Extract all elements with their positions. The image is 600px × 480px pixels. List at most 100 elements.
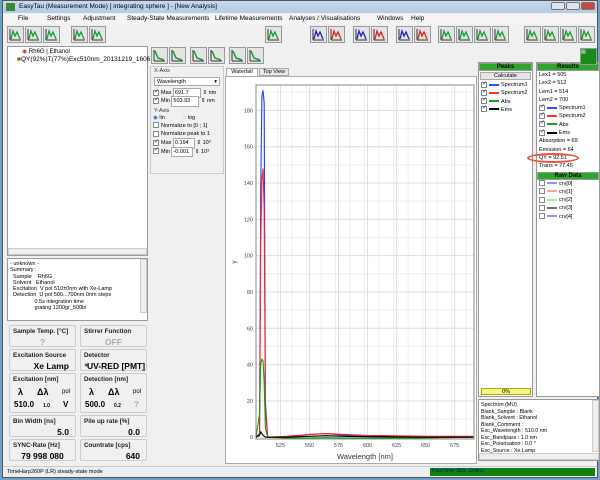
menu-windows[interactable]: Windows [377,15,404,22]
rainbow-button[interactable] [456,26,473,43]
spectrum-blue-icon [312,28,324,41]
result-series-label: Abs [559,121,569,128]
detail-line: Blank_Solvent : Ethanol [481,415,538,421]
legend-swatch [547,198,557,201]
raw-data-item[interactable]: crv[1] [537,188,599,196]
spectrum-remove-button[interactable] [492,26,509,43]
peak-checkbox[interactable] [481,88,487,96]
details-scrollbar[interactable] [592,400,599,452]
y-tick-label: 20 [247,399,253,405]
raw-data-item[interactable]: crv[4] [537,213,599,221]
result-checkbox[interactable] [539,128,545,136]
spectrum-red-bar-button[interactable] [414,26,431,43]
zoom-out-button[interactable] [208,47,225,64]
raw-checkbox[interactable] [539,196,545,203]
new-button[interactable] [7,26,24,43]
detection-lambda-symbol: λ [89,387,95,397]
result-series-item[interactable]: Abs [537,119,599,129]
spectrum-blue-add-button[interactable] [353,26,370,43]
calculate-button[interactable]: Calculate [480,72,531,80]
result-line: Lem1 = 514 [539,88,569,95]
countrate-label: Countrate [cps] [84,442,131,449]
menu-adjustment[interactable]: Adjustment [83,15,116,22]
tree-root[interactable]: ◉ Rh6G | Ethanol [8,48,147,56]
open-button[interactable] [25,26,42,43]
minimize-button[interactable] [551,2,565,10]
detail-line: Exc_Wavelength : 510.0 nm [481,428,548,434]
menu-help[interactable]: Help [411,15,425,22]
detector-value: UV-RED [PMT] [87,361,146,371]
report-button[interactable]: ▤ [580,48,597,65]
spectrum-blue-bar-button[interactable] [396,26,413,43]
tree-child[interactable]: ■QY(92%)T(77%)Exc510nm_20131219_1606 [8,56,150,64]
raw-checkbox[interactable] [539,180,545,187]
xaxis-select[interactable]: Wavelength ▾ [154,77,220,86]
close-button[interactable] [581,2,595,10]
bar-chart-button[interactable] [438,26,455,43]
raw-checkbox[interactable] [539,213,545,220]
export-button[interactable] [169,47,186,64]
xmin-unit: nm [207,98,215,105]
peak-checkbox[interactable] [481,104,487,113]
raw-checkbox[interactable] [539,188,545,195]
xmin-input[interactable]: 503.93 [171,96,200,107]
tab-top-view[interactable]: Top View [259,68,289,76]
bar-chart-icon [440,28,452,41]
raw-data-item[interactable]: crv[3] [537,204,599,212]
decay-add-button[interactable] [542,26,559,43]
spectrum-edit-button[interactable] [474,26,491,43]
menu-file[interactable]: File [18,15,29,22]
reset-button[interactable] [247,47,264,64]
decay-bar-button[interactable] [578,26,595,43]
raw-data-item[interactable]: crv[2] [537,196,599,204]
normalize-peak-checkbox[interactable] [153,130,159,137]
excitation-lambda-symbol: λ [18,387,24,397]
raw-checkbox[interactable] [539,205,545,211]
log-radio[interactable]: ○ [182,114,187,121]
ymin-checkbox[interactable] [153,146,159,155]
raw-data-item[interactable]: crv[0] [537,180,599,188]
maximize-button[interactable] [566,2,580,10]
peak-item[interactable]: Ems [479,104,532,114]
menu-steady-state[interactable]: Steady-State Measurements [127,15,210,22]
result-checkbox[interactable] [539,119,545,128]
ymin-input[interactable]: -0.001 [171,146,194,158]
result-checkbox[interactable] [539,111,545,119]
decay-color-button[interactable] [560,26,577,43]
details-hscrollbar[interactable] [479,453,599,460]
decay-button[interactable] [524,26,541,43]
ymax-checkbox[interactable] [153,138,159,146]
delete-button[interactable] [43,26,60,43]
menu-settings[interactable]: Settings [47,15,71,22]
lin-radio[interactable]: ◉ [153,114,158,121]
result-series-item[interactable]: Spectrum2 [537,111,599,120]
normalize01-checkbox[interactable] [153,122,159,129]
result-checkbox[interactable] [539,103,545,111]
fit-button[interactable] [229,47,246,64]
result-series-item[interactable]: Ems [537,128,599,137]
decay-button[interactable] [89,26,106,43]
peak-checkbox[interactable] [481,80,487,88]
summary-scrollbar[interactable] [140,259,147,313]
green-tool-button[interactable] [71,26,88,43]
spectrum-blue-button[interactable] [310,26,327,43]
zoom-in-button[interactable] [190,47,207,64]
stirrer-function-label: Stirrer Function [84,328,132,335]
tree-scrollbar[interactable] [8,248,147,255]
menu-lifetime[interactable]: Lifetime Measurements [215,15,283,22]
save-button[interactable] [151,47,168,64]
result-series-item[interactable]: Spectrum1 [537,103,599,112]
menu-analyses[interactable]: Analyses / Visualisations [289,15,361,22]
spectrum-red-add-button[interactable] [371,26,388,43]
xmax-checkbox[interactable] [153,88,159,96]
tab-waterfall[interactable]: Waterfall [226,68,258,77]
spectrum-red-button[interactable] [328,26,345,43]
pileup-rate: Pile up rate [%] 0.0 [80,415,147,437]
detector-status-icon: ● [84,362,89,369]
peak-checkbox[interactable] [481,96,487,104]
summary-line: Summary : [10,267,37,274]
detail-line: Blank_Comment : [481,421,524,428]
xmin-checkbox[interactable] [153,96,159,104]
settings-button[interactable] [265,26,282,43]
